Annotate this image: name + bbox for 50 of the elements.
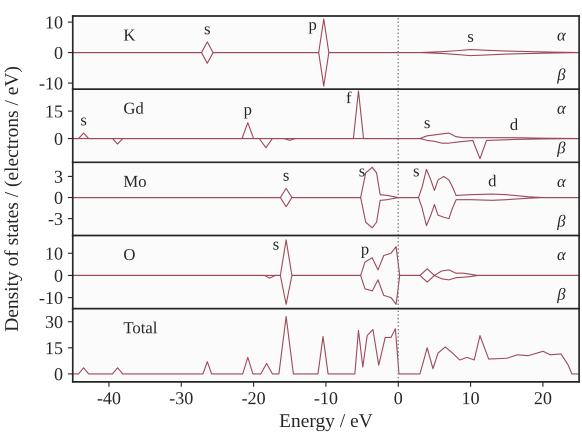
annotation: s bbox=[284, 172, 289, 181]
annotation: s bbox=[468, 34, 474, 42]
y-tick-label: 30 bbox=[46, 316, 62, 328]
annotation: s bbox=[414, 168, 419, 177]
text: Total bbox=[124, 322, 158, 334]
x-tick-label: 10 bbox=[463, 392, 479, 404]
series-label: α bbox=[557, 32, 566, 41]
text: O bbox=[124, 248, 135, 260]
annotation: s bbox=[273, 242, 279, 250]
annotation: s bbox=[424, 120, 430, 128]
y-tick-label: 10 bbox=[46, 16, 62, 29]
series-label: β bbox=[556, 142, 566, 157]
series-label: α bbox=[557, 178, 566, 188]
annotation: p bbox=[308, 22, 316, 34]
y-tick-label: 10 bbox=[46, 248, 62, 260]
x-tick-label: -20 bbox=[242, 392, 265, 404]
annotation: s bbox=[359, 168, 365, 177]
annotation: p bbox=[361, 246, 368, 258]
y-tick-label: 3 bbox=[54, 170, 62, 183]
x-tick-label: -30 bbox=[170, 392, 193, 404]
y-tick-label: -3 bbox=[48, 212, 62, 226]
y-tick-label: 15 bbox=[46, 105, 62, 118]
series-label: β bbox=[556, 288, 566, 304]
x-tick-label: 20 bbox=[534, 392, 552, 404]
y-tick-label: -10 bbox=[40, 77, 62, 90]
y-tick-label: 0 bbox=[54, 270, 62, 282]
series-label: β bbox=[556, 68, 566, 84]
annotation: p bbox=[244, 107, 252, 118]
annotation: d bbox=[510, 118, 518, 130]
x-tick-label: -40 bbox=[98, 392, 120, 404]
x-tick-label: 0 bbox=[394, 392, 402, 404]
annotation: s bbox=[81, 118, 86, 126]
y-tick-label: 15 bbox=[46, 342, 62, 354]
text: Mo bbox=[124, 176, 146, 188]
series-label: α bbox=[557, 106, 566, 114]
text: K bbox=[124, 30, 136, 40]
y-tick-label: -10 bbox=[40, 292, 62, 304]
text: Gd bbox=[124, 102, 144, 114]
y-tick-label: 0 bbox=[54, 192, 62, 204]
y-tick-label: 0 bbox=[54, 46, 62, 60]
series-label: β bbox=[556, 214, 566, 230]
series-label: α bbox=[557, 252, 566, 260]
annotation: d bbox=[488, 174, 496, 186]
x-tick-label: -10 bbox=[314, 392, 338, 404]
annotation: f bbox=[346, 91, 352, 104]
y-tick-label: 0 bbox=[54, 368, 62, 380]
annotation: s bbox=[204, 26, 210, 34]
y-tick-label: 0 bbox=[54, 132, 62, 146]
y-axis-title: Density of states / (electrons / eV) bbox=[4, 66, 22, 332]
x-axis-title: Energy / eV bbox=[280, 414, 373, 432]
